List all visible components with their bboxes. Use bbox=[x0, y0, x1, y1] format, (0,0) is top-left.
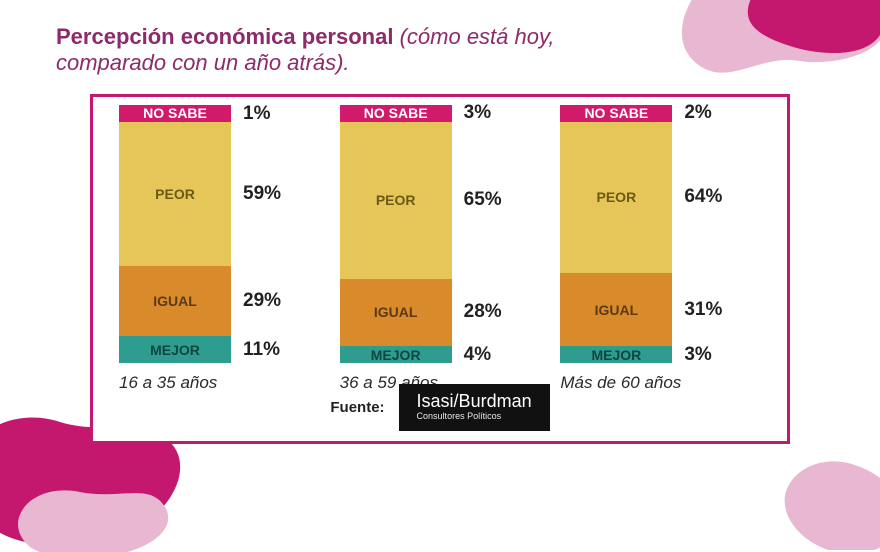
bar-segment-peor: PEOR bbox=[340, 122, 452, 279]
pct-label: 4% bbox=[462, 346, 502, 363]
bar-stack: NO SABEPEORIGUALMEJOR1%59%29%11% bbox=[119, 105, 320, 363]
pct-label: 59% bbox=[241, 122, 281, 266]
pct-label: 65% bbox=[462, 122, 502, 279]
bar-segment-no-sabe: NO SABE bbox=[560, 105, 672, 122]
decor-blob-top-right bbox=[680, 0, 880, 106]
pct-column: 3%65%28%4% bbox=[462, 105, 502, 363]
source-brand-sub: Consultores Políticos bbox=[417, 412, 532, 421]
chart-frame: NO SABEPEORIGUALMEJOR1%59%29%11%16 a 35 … bbox=[90, 94, 790, 444]
title-main: Percepción económica personal bbox=[56, 24, 400, 49]
decor-blob-bottom-right bbox=[760, 430, 880, 550]
pct-label: 31% bbox=[682, 273, 722, 346]
bar-segment-no-sabe: NO SABE bbox=[340, 105, 452, 122]
bar-segment-igual: IGUAL bbox=[560, 273, 672, 346]
pct-label: 3% bbox=[462, 105, 502, 122]
pct-column: 1%59%29%11% bbox=[241, 105, 281, 363]
title-sub-1: (cómo está hoy, bbox=[400, 24, 555, 49]
bar-segment-mejor: MEJOR bbox=[119, 336, 231, 363]
pct-label: 28% bbox=[462, 279, 502, 347]
source-row: Fuente: Isasi/Burdman Consultores Políti… bbox=[93, 384, 787, 431]
pct-label: 64% bbox=[682, 122, 722, 274]
pct-label: 11% bbox=[241, 336, 281, 363]
bar-stack: NO SABEPEORIGUALMEJOR2%64%31%3% bbox=[560, 105, 761, 363]
pct-label: 2% bbox=[682, 105, 722, 122]
bar-segment-igual: IGUAL bbox=[119, 266, 231, 337]
bar-stack: NO SABEPEORIGUALMEJOR3%65%28%4% bbox=[340, 105, 541, 363]
bar-segment-mejor: MEJOR bbox=[340, 346, 452, 363]
bar-segment-peor: PEOR bbox=[560, 122, 672, 274]
source-badge: Isasi/Burdman Consultores Políticos bbox=[399, 384, 550, 431]
pct-label: 3% bbox=[682, 346, 722, 363]
pct-label: 29% bbox=[241, 266, 281, 337]
bar-segment-mejor: MEJOR bbox=[560, 346, 672, 363]
stacked-bar: NO SABEPEORIGUALMEJOR bbox=[340, 105, 452, 363]
bar-segment-no-sabe: NO SABE bbox=[119, 105, 231, 122]
bar-segment-igual: IGUAL bbox=[340, 279, 452, 347]
source-label: Fuente: bbox=[330, 399, 384, 416]
pct-label: 1% bbox=[241, 105, 281, 122]
pct-column: 2%64%31%3% bbox=[682, 105, 722, 363]
title-sub-2: comparado con un año atrás). bbox=[56, 50, 350, 75]
bar-segment-peor: PEOR bbox=[119, 122, 231, 266]
stacked-bar: NO SABEPEORIGUALMEJOR bbox=[560, 105, 672, 363]
chart-title: Percepción económica personal (cómo está… bbox=[56, 24, 696, 76]
stacked-bar: NO SABEPEORIGUALMEJOR bbox=[119, 105, 231, 363]
source-brand-main: Isasi/Burdman bbox=[417, 391, 532, 411]
